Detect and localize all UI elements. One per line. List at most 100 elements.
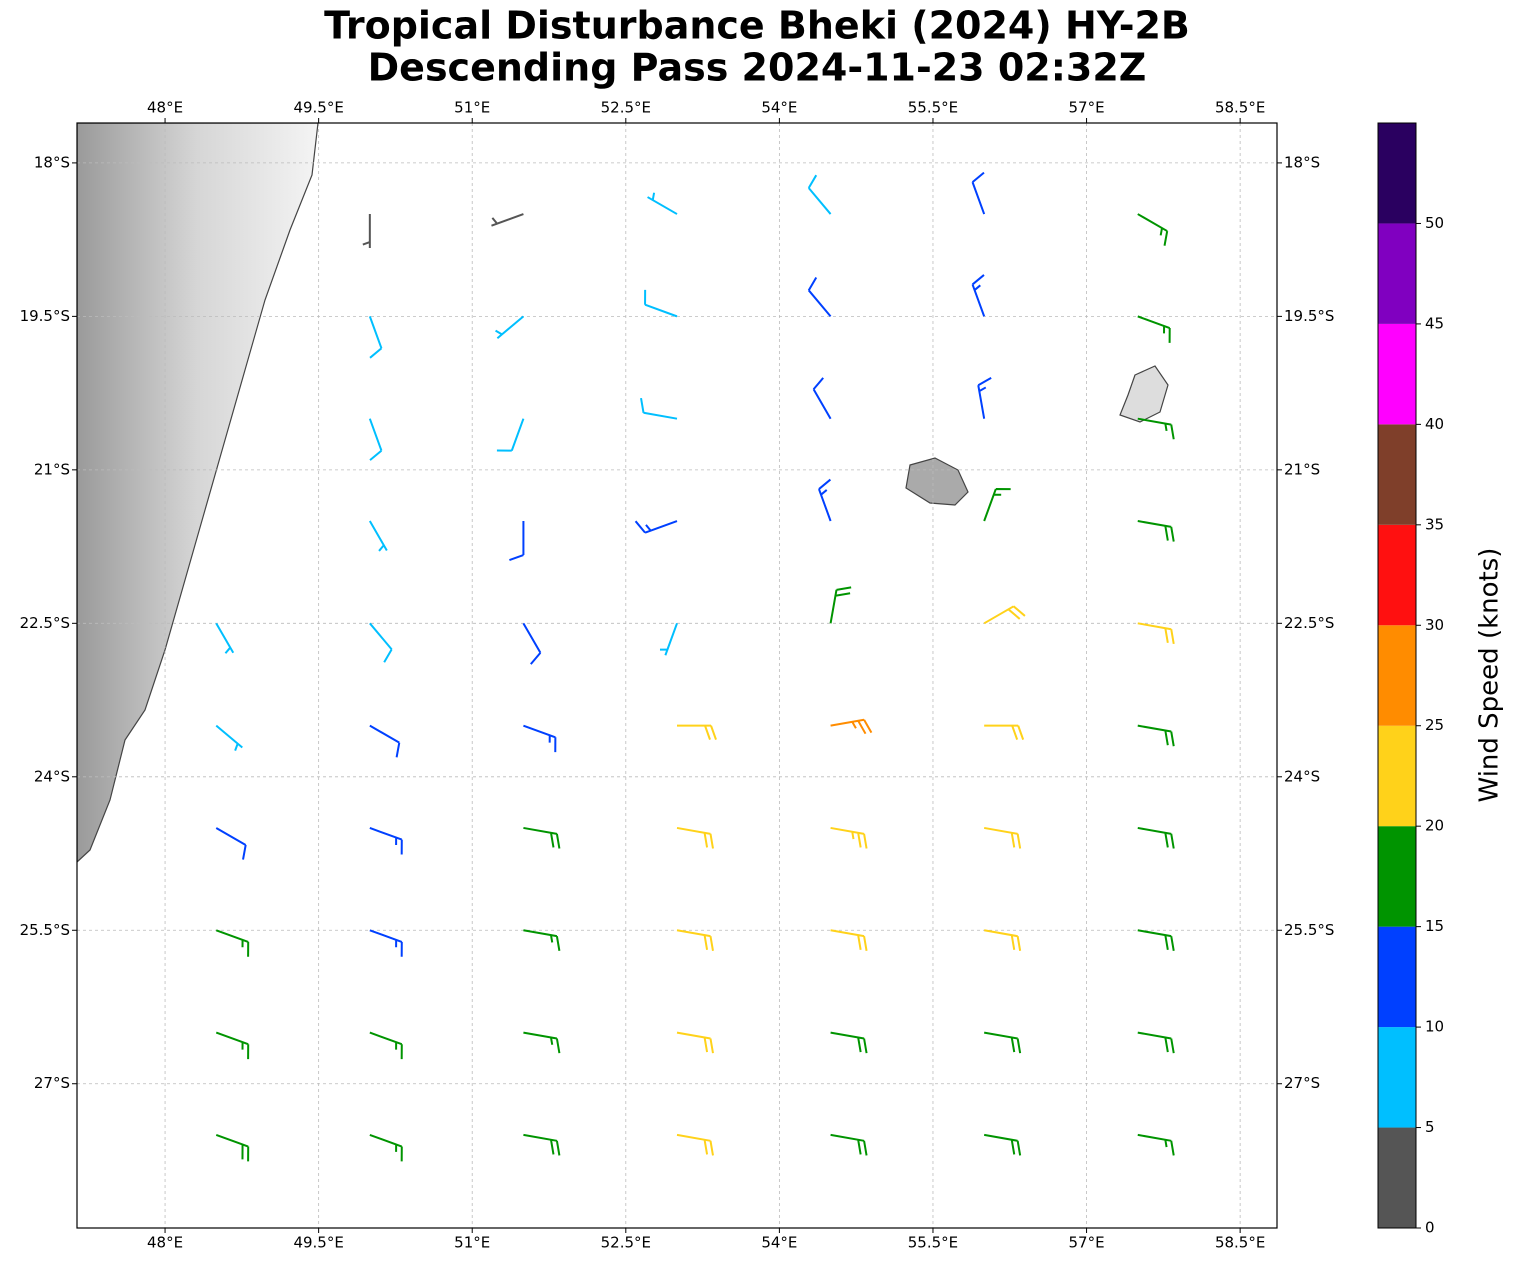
wind-barb (1137, 929, 1175, 951)
colorbar-segment (1378, 826, 1416, 927)
y-tick-label: 27°S (1284, 1074, 1320, 1092)
wind-barb (830, 826, 868, 849)
y-tick-label: 18°S (1284, 153, 1320, 171)
colorbar-segment (1378, 223, 1416, 324)
mauritius (1119, 365, 1169, 423)
wind-barb (971, 274, 986, 317)
wind-barb (1137, 724, 1175, 747)
colorbar-tick-label: 45 (1425, 314, 1444, 332)
title-line: Tropical Disturbance Bheki (2024) HY-2B (324, 4, 1190, 48)
wind-barb (807, 174, 832, 215)
wind-barb (369, 1031, 403, 1060)
wind-barb (829, 586, 852, 624)
wind-barb (215, 724, 243, 751)
wind-barb (1137, 520, 1175, 542)
wind-barb (830, 1031, 868, 1054)
wind-barb (369, 1133, 403, 1162)
colorbar-segment (1378, 625, 1416, 726)
x-tick-label: 57°E (1069, 99, 1105, 117)
wind-barb (1137, 622, 1175, 645)
wind-barb (215, 929, 250, 957)
wind-barb (677, 724, 717, 740)
wind-barb (807, 276, 832, 318)
wind-barb (1137, 315, 1171, 343)
wind-barb (634, 520, 678, 534)
colorbar-segment (1378, 424, 1416, 525)
wind-barb (523, 826, 561, 849)
colorbar-tick-label: 0 (1425, 1219, 1435, 1237)
colorbar-tick-label: 35 (1425, 515, 1444, 533)
wind-barb (362, 214, 371, 249)
wind-barb (983, 1031, 1022, 1054)
wind-barb (496, 418, 525, 452)
y-tick-label: 22.5°S (1284, 614, 1334, 632)
x-tick-label: 48°E (147, 99, 183, 117)
wind-barb (983, 929, 1022, 951)
grid (77, 123, 1277, 1228)
x-tick-label: 51°E (454, 1234, 490, 1252)
wind-barb (830, 1133, 868, 1156)
wind-barb (523, 1133, 561, 1156)
colorbar-tick-label: 40 (1425, 415, 1444, 433)
wind-barb (369, 724, 401, 758)
wind-barb (830, 718, 873, 735)
colorbar-frame (1377, 122, 1417, 1229)
wind-barb (971, 171, 986, 215)
x-tick-label: 49.5°E (293, 1234, 343, 1252)
colorbar-segment (1378, 926, 1416, 1028)
wind-barb (369, 622, 393, 663)
wind-barb (369, 929, 403, 957)
wind-barb (659, 622, 678, 656)
wind-barb (1137, 826, 1175, 849)
y-tick-label: 18°S (34, 153, 70, 171)
wind-barb (640, 397, 678, 420)
x-tick-label: 49.5°E (293, 99, 343, 117)
wind-barb (368, 316, 383, 359)
x-tick-label: 54°E (761, 99, 797, 117)
colorbar-tick-label: 20 (1425, 817, 1444, 835)
land-layer (77, 123, 1169, 863)
wind-barb (491, 213, 524, 227)
colorbar-segment (1378, 524, 1416, 626)
colorbar-tick-label: 15 (1425, 917, 1444, 935)
wind-barb (647, 192, 678, 215)
wind-barb (676, 929, 714, 951)
colorbar-tick-label: 50 (1425, 214, 1444, 232)
y-tick-label: 22.5°S (20, 614, 70, 632)
y-tick-label: 19.5°S (1284, 307, 1334, 325)
wind-barb (495, 315, 525, 339)
x-tick-label: 58.5°E (1215, 1234, 1265, 1252)
colorbar-segment (1378, 1127, 1416, 1228)
wind-barb (523, 1031, 561, 1054)
x-tick-label: 55.5°E (908, 1234, 958, 1252)
colorbar-segment (1378, 123, 1416, 224)
wind-barb (1137, 417, 1175, 440)
colorbar-tick-label: 10 (1425, 1018, 1444, 1036)
x-tick-label: 58.5°E (1215, 99, 1265, 117)
wind-barb (523, 724, 557, 753)
wind-barb (1137, 1031, 1175, 1054)
wind-barb (368, 520, 388, 552)
y-tick-label: 21°S (1284, 460, 1320, 478)
colorbar-tick-label: 30 (1425, 616, 1444, 634)
colorbar-segment (1378, 323, 1416, 425)
x-tick-label: 52.5°E (601, 99, 651, 117)
wind-barb (522, 622, 542, 665)
wind-barb (215, 827, 247, 860)
wind-barb (983, 605, 1026, 625)
wind-barb (977, 376, 992, 419)
wind-barb (812, 377, 832, 420)
x-tick-label: 52.5°E (601, 1234, 651, 1252)
colorbar-segment (1378, 725, 1416, 827)
wind-barb (983, 1133, 1022, 1156)
title-line: Descending Pass 2024-11-23 02:32Z (368, 46, 1147, 90)
wind-barb (368, 418, 383, 461)
x-tick-label: 54°E (761, 1234, 797, 1252)
wind-barb (369, 827, 403, 855)
wind-barb (509, 521, 525, 561)
barb-layer (215, 171, 1175, 1162)
colorbar-segment (1378, 1027, 1416, 1128)
wind-barb (830, 929, 868, 951)
x-tick-label: 51°E (454, 99, 490, 117)
